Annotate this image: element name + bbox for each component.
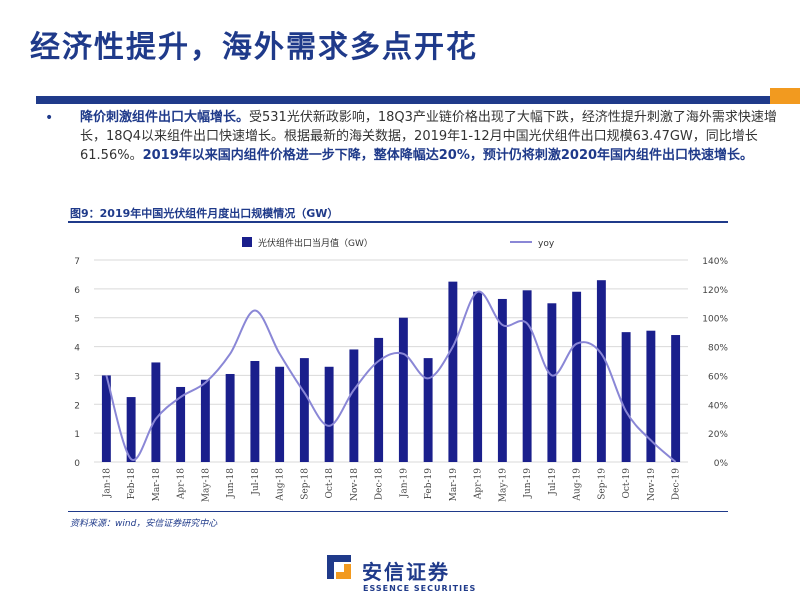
figure-title-divider	[68, 221, 728, 223]
x-tick-label: Oct-19	[622, 468, 632, 499]
y-left-tick-label: 0	[74, 459, 80, 469]
y-left-tick-label: 4	[74, 344, 80, 354]
logo-name-cn: 安信证券	[362, 560, 450, 584]
y-right-tick-label: 100%	[702, 315, 728, 325]
x-tick-label: Jan-19	[399, 468, 409, 499]
x-tick-label: Jul-18	[251, 468, 261, 496]
bar	[547, 303, 557, 462]
bar	[349, 349, 359, 462]
y-left-tick-label: 2	[74, 401, 80, 411]
source-divider	[68, 511, 728, 512]
x-tick-label: Nov-18	[350, 468, 360, 501]
x-tick-label: Feb-19	[424, 468, 434, 500]
slide-title: 经济性提升，海外需求多点开花	[30, 30, 478, 65]
x-tick-label: Jul-19	[548, 468, 558, 496]
x-tick-label: Aug-19	[573, 468, 583, 502]
bar	[250, 361, 260, 462]
summary-lead: 降价刺激组件出口大幅增长。	[80, 110, 250, 125]
y-right-tick-label: 20%	[708, 430, 728, 440]
title-accent-bar	[770, 88, 800, 104]
y-left-tick-label: 3	[74, 372, 80, 382]
x-tick-label: Oct-18	[325, 468, 335, 499]
x-tick-label: Apr-18	[177, 468, 187, 500]
bar	[621, 332, 631, 462]
bar	[572, 291, 582, 462]
bar	[374, 337, 384, 462]
legend-bar-label: 光伏组件出口当月值（GW）	[258, 237, 373, 249]
bar	[151, 362, 161, 462]
x-tick-label: Feb-18	[127, 468, 137, 500]
bar	[275, 366, 285, 462]
essence-logo-icon	[327, 555, 351, 579]
title-divider	[36, 96, 770, 104]
x-tick-label: Jun-18	[226, 468, 236, 499]
bar	[423, 358, 433, 462]
x-tick-label: Jun-19	[523, 468, 533, 499]
x-tick-label: Dec-18	[375, 468, 385, 500]
bar	[176, 386, 186, 462]
y-right-tick-label: 0%	[714, 459, 729, 469]
x-tick-label: May-19	[498, 468, 508, 502]
y-right-tick-label: 60%	[708, 372, 728, 382]
bar	[473, 291, 483, 462]
summary-conclusion: 2019年以来国内组件价格进一步下降，整体降幅达20%，预计仍将刺激2020年国…	[142, 148, 754, 163]
bar	[299, 358, 309, 462]
x-tick-label: Jan-18	[102, 468, 112, 499]
logo-name-en: ESSENCE SECURITIES	[363, 584, 477, 593]
bar	[671, 335, 681, 462]
x-tick-label: Sep-18	[300, 468, 310, 500]
bar	[448, 281, 458, 462]
y-left-tick-label: 7	[74, 257, 80, 267]
bar	[324, 366, 334, 462]
bar	[497, 298, 507, 462]
summary-paragraph: 降价刺激组件出口大幅增长。受531光伏新政影响，18Q3产业链价格出现了大幅下跌…	[80, 108, 780, 165]
bullet-icon: •	[45, 110, 54, 126]
x-tick-label: Dec-19	[672, 468, 682, 500]
legend-bar-swatch	[242, 237, 252, 247]
export-chart: 0 1 2 3 4 5 6 7 0% 20% 40% 60% 80% 100% 120% 140% Jan-18…	[74, 237, 729, 502]
source-note: 资料来源：wind，安信证券研究中心	[70, 519, 218, 529]
legend-line-label: yoy	[538, 239, 555, 249]
bar	[646, 330, 656, 462]
x-tick-label: May-18	[201, 468, 211, 502]
bar	[522, 290, 532, 462]
x-tick-label: Nov-19	[647, 468, 657, 501]
y-right-tick-label: 120%	[702, 286, 728, 296]
yoy-line	[105, 290, 677, 463]
y-right-tick-label: 40%	[708, 401, 728, 411]
y-left-tick-label: 1	[74, 430, 80, 440]
y-right-tick-label: 80%	[708, 344, 728, 354]
bar	[126, 397, 136, 462]
summary-body: 受531光伏新政影响，18Q3产业链价格出现了大幅下跌，经济性提升刺激了海外需求…	[80, 110, 777, 163]
x-tick-label: Mar-19	[449, 468, 459, 502]
bar	[398, 317, 408, 462]
y-left-tick-label: 6	[74, 286, 80, 296]
y-right-tick-label: 140%	[702, 257, 728, 267]
bar	[225, 373, 235, 462]
bar	[101, 375, 111, 462]
x-tick-label: Mar-18	[152, 468, 162, 502]
x-tick-label: Sep-19	[597, 468, 607, 500]
x-tick-label: Apr-19	[474, 468, 484, 500]
y-left-tick-label: 5	[74, 315, 80, 325]
bar	[200, 379, 210, 462]
bar	[596, 280, 606, 462]
figure-title: 图9：2019年中国光伏组件月度出口规模情况（GW）	[70, 207, 339, 220]
x-tick-label: Aug-18	[276, 468, 286, 502]
